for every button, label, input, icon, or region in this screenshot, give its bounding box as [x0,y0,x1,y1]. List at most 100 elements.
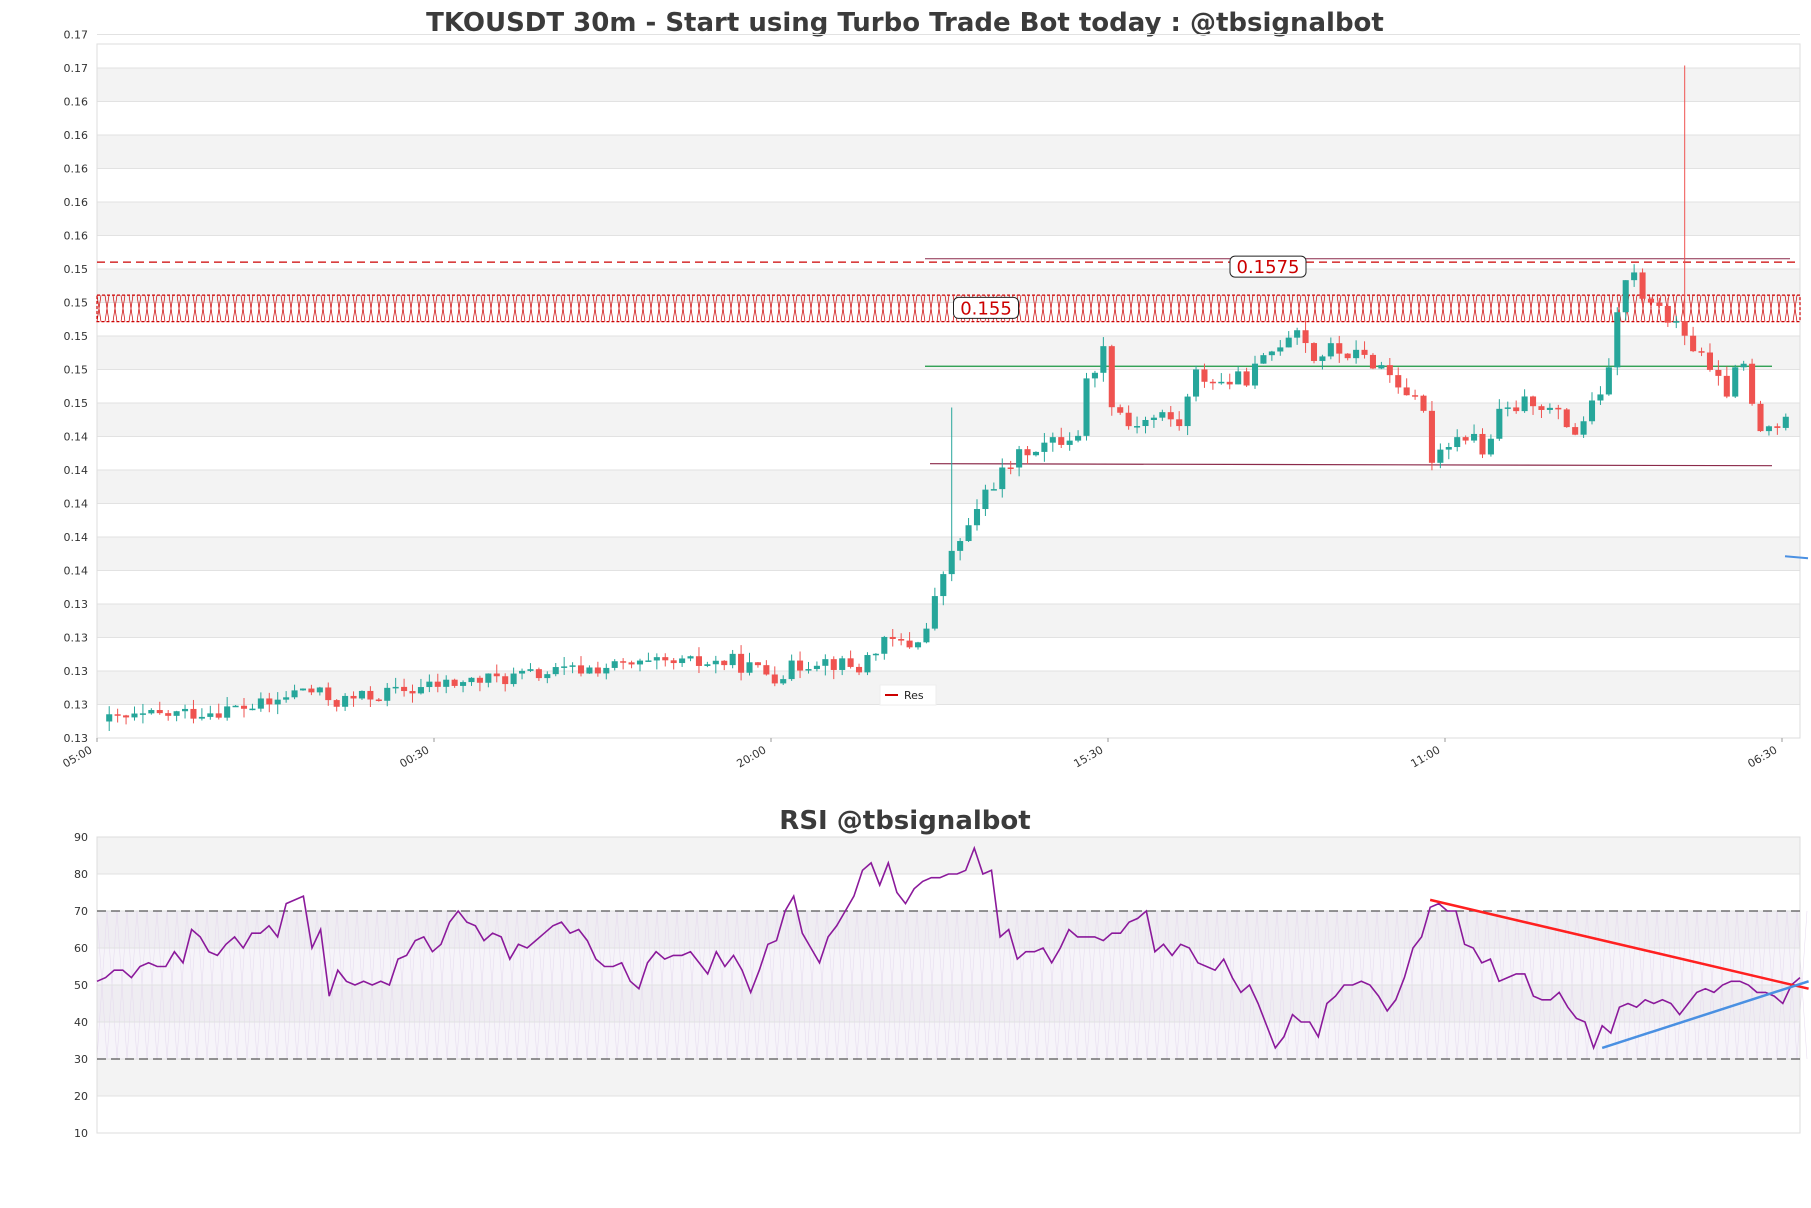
rsi-grid-band [97,837,1800,874]
resistance-band-hatch [1456,295,1462,322]
maroon-line [929,463,1773,467]
main-x-axis: 05:00 00:30 20:00 15:30 11:00 06:30 [61,738,1783,770]
candle-body [1597,394,1604,401]
y-tick-label: 0.14 [64,498,89,511]
candle-body [1201,369,1208,382]
resistance-band-hatch [504,295,510,322]
candle-body [1209,381,1216,384]
x-tick-label: 15:30 [1072,743,1106,770]
resistance-band-hatch [1256,295,1262,322]
resistance-band-hatch [1424,295,1430,322]
resistance-band-hatch [760,295,766,322]
resistance-band-hatch [376,295,382,322]
resistance-band-hatch [1552,295,1558,322]
candle-body [881,636,888,654]
resistance-band-hatch [1608,295,1614,322]
resistance-band-hatch [1328,295,1334,322]
candle-body [914,642,922,648]
resistance-band-hatch [208,295,214,322]
resistance-band-hatch [840,295,846,322]
resistance-band-hatch [1224,295,1230,322]
candle-body [957,541,964,551]
candle-body [1108,346,1115,408]
resistance-band-hatch [344,295,350,322]
candle-body [131,713,138,718]
resistance-band-hatch [568,295,574,322]
candle-body [1134,426,1141,428]
main-chart-title: TKOUSDT 30m - Start using Turbo Trade Bo… [426,8,1384,38]
resistance-band-hatch [1200,295,1206,322]
resistance-band-hatch [824,295,830,322]
candle-body [1159,412,1166,418]
resistance-band-hatch [696,295,702,322]
candle-body [636,660,644,665]
candle-body [1117,407,1124,413]
candle-body [1454,437,1461,448]
resistance-band-hatch [96,295,102,322]
candle-body [1715,369,1722,376]
resistance-band-hatch [1080,295,1086,322]
candle-body [1504,407,1511,409]
resistance-band-hatch [472,295,478,322]
resistance-band-hatch [1384,295,1390,322]
candle-body [889,636,896,639]
resistance-band-hatch [264,295,270,322]
resistance-band-hatch [256,295,262,322]
y-tick-label: 0.15 [64,364,89,377]
grid-band [97,135,1800,169]
resistance-band-hatch [1064,295,1070,322]
resistance-band-hatch [1264,295,1270,322]
candle-body [1580,421,1587,435]
candle-body [401,686,408,692]
candle-body [1310,343,1318,361]
resistance-band-hatch [1088,295,1094,322]
resistance-band-hatch [664,295,670,322]
candle-body [1395,375,1402,388]
y-tick-label: 0.14 [64,464,89,477]
resistance-band-hatch [232,295,238,322]
resistance-band-hatch [640,295,646,322]
resistance-band-hatch [792,295,798,322]
candle-body [232,705,239,708]
candle-body [1268,351,1275,356]
candle-body [358,690,365,699]
candle-body [215,713,222,718]
resistance-band-hatch [736,295,742,322]
resistance-band-hatch [712,295,718,322]
candle-body [291,690,298,698]
grid-band [97,403,1800,437]
rsi-y-tick-label: 20 [74,1090,88,1103]
candle-body [207,713,214,717]
resistance-band-hatch [128,295,134,322]
resistance-band-hatch [1536,295,1542,322]
candle-body [813,665,820,670]
candle-body [1353,349,1360,359]
resistance-band-hatch [1544,295,1550,322]
candle-body [426,681,433,688]
resistance-band-hatch [552,295,558,322]
resistance-band-hatch [1480,295,1486,322]
candle-body [738,653,745,673]
candle-body [544,674,551,679]
resistance-band-hatch [928,295,934,322]
resistance-band-hatch [152,295,158,322]
level-annotation-label: 0.155 [960,298,1012,319]
candle-body [114,714,121,716]
candle-body [687,656,694,659]
y-tick-label: 0.13 [64,665,89,678]
resistance-band-hatch [1776,295,1782,322]
resistance-band-hatch [768,295,774,322]
candle-body [839,658,846,670]
resistance-band-hatch [112,295,118,322]
resistance-band-hatch [544,295,550,322]
candle-body [1403,387,1410,396]
resistance-band-hatch [896,295,902,322]
resistance-band-hatch [1576,295,1582,322]
resistance-band-hatch [616,295,622,322]
resistance-band-hatch [1368,295,1374,322]
candle-body [1740,363,1747,368]
resistance-band-hatch [832,295,838,322]
candle-body [1218,381,1225,384]
resistance-band-hatch [680,295,686,322]
candle-body [350,695,357,699]
